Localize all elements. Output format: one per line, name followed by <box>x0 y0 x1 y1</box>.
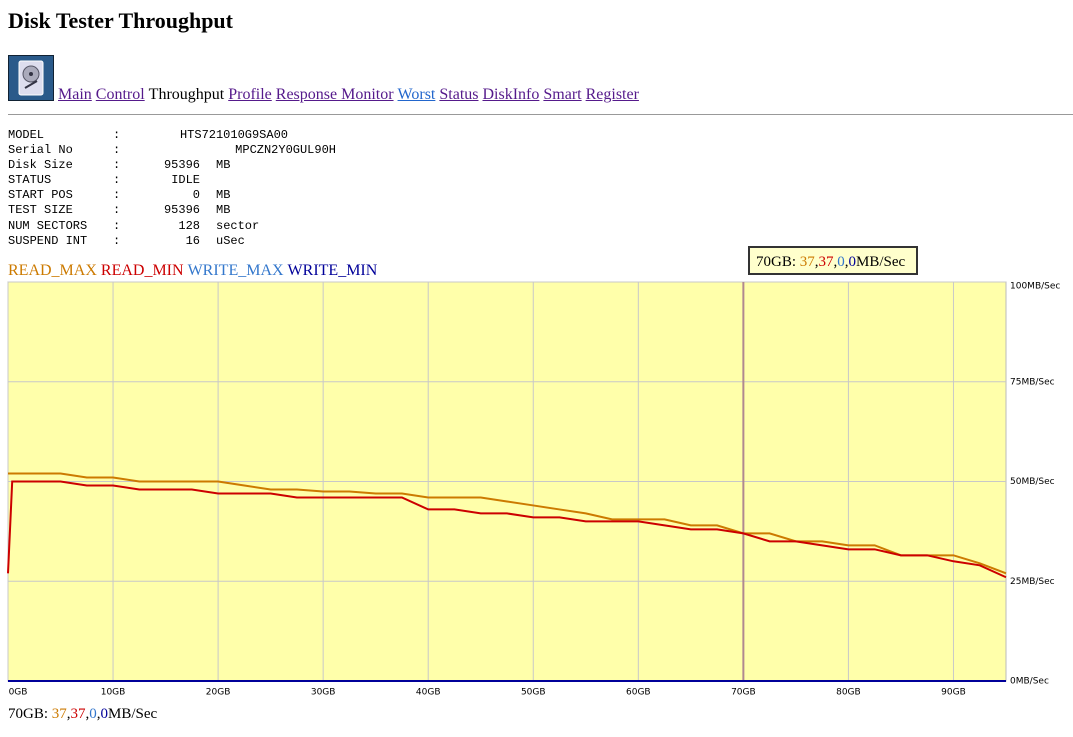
readout-separator: , <box>844 254 849 270</box>
info-separator: : <box>113 173 121 188</box>
nav-current: Throughput <box>148 86 225 103</box>
readout-separator: , <box>96 706 101 722</box>
x-tick-label: 30GB <box>311 688 336 698</box>
info-label: NUM SECTORS <box>8 218 88 233</box>
info-row: NUM SECTORS: 128 sector <box>8 219 408 234</box>
x-tick-label: 20GB <box>206 688 231 698</box>
page-title: Disk Tester Throughput <box>8 8 233 33</box>
x-tick-label: 90GB <box>941 688 966 698</box>
info-separator: : <box>113 158 121 173</box>
x-tick-label: 80GB <box>836 688 861 698</box>
info-value: 0 <box>192 188 200 203</box>
chart: 0MB/Sec 25MB/Sec 50MB/Sec 75MB/Sec 100MB/Sec… <box>7 281 1060 698</box>
readout-label: 70GB: <box>8 706 49 722</box>
info-value: IDLE <box>171 173 200 188</box>
info-label: Serial No <box>8 143 73 158</box>
readout: 70GB: 37,37,0,0MB/Sec <box>8 706 157 723</box>
info-value: MPCZN2Y0GUL90H <box>235 143 336 158</box>
nav-link[interactable]: Register <box>585 86 639 103</box>
readout-value: 37 <box>70 706 86 722</box>
info-separator: : <box>113 233 121 248</box>
nav-link[interactable]: Response Monitor <box>275 86 394 103</box>
readout-value: 0 <box>837 254 845 270</box>
nav-bar: Main Control Throughput Profile Response Mon… <box>58 86 643 104</box>
info-row: MODEL: HTS721010G9SA00 <box>8 128 408 143</box>
info-row: START POS: 0 MB <box>8 188 408 203</box>
readout-separator: , <box>66 706 71 722</box>
x-tick-label: 0GB <box>9 688 28 698</box>
series-line <box>7 480 1007 579</box>
y-tick-label: 50MB/Sec <box>1010 477 1055 487</box>
legend: READ_MAX READ_MIN WRITE_MAX WRITE_MIN <box>8 262 381 280</box>
nav-link[interactable]: Control <box>95 86 145 103</box>
info-row: Serial No: MPCZN2Y0GUL90H <box>8 143 408 158</box>
readout-value: 37 <box>51 706 67 722</box>
series-line <box>8 472 1007 575</box>
info-value: 16 <box>185 233 200 248</box>
x-tick-label: 50GB <box>521 688 546 698</box>
x-tick-label: 60GB <box>626 688 651 698</box>
nav-link[interactable]: DiskInfo <box>482 86 540 103</box>
nav-link[interactable]: Smart <box>543 86 582 103</box>
readout-value: 37 <box>818 254 834 270</box>
disk-info: MODEL: HTS721010G9SA00 Serial No: MPCZN2Y0G… <box>8 128 408 249</box>
info-value: 128 <box>178 218 200 233</box>
info-unit: MB <box>216 188 231 203</box>
readout-unit: MB/Sec <box>856 254 906 270</box>
nav-link[interactable]: Status <box>439 86 479 103</box>
y-tick-label: 100MB/Sec <box>1010 282 1060 292</box>
legend-entry: WRITE_MIN <box>287 262 378 279</box>
info-value: HTS721010G9SA00 <box>179 128 288 142</box>
x-tick-label: 10GB <box>101 688 126 698</box>
readout-separator: , <box>85 706 90 722</box>
readout-value: 0 <box>100 706 109 722</box>
y-tick-label: 0MB/Sec <box>1010 677 1049 687</box>
info-separator: : <box>113 203 121 218</box>
info-separator: : <box>113 143 121 158</box>
info-label: MODEL <box>8 128 45 142</box>
legend-entry: WRITE_MAX <box>187 262 284 279</box>
nav-link[interactable]: Worst <box>397 86 436 103</box>
nav-link[interactable]: Profile <box>228 86 272 103</box>
info-unit: uSec <box>216 233 245 248</box>
info-separator: : <box>113 218 121 233</box>
readout-value: 0 <box>89 706 97 722</box>
info-label: TEST SIZE <box>8 203 73 218</box>
readout-unit: MB/Sec <box>108 706 158 722</box>
readout-separator: , <box>814 254 819 270</box>
legend-entry: READ_MIN <box>100 262 184 279</box>
info-separator: : <box>113 188 121 203</box>
info-row: Disk Size: 95396 MB <box>8 158 408 173</box>
info-value: 95396 <box>163 203 200 218</box>
disk-icon <box>8 55 54 101</box>
nav-link[interactable]: Main <box>58 86 92 103</box>
info-unit: MB <box>216 158 231 173</box>
info-unit: MB <box>216 203 231 218</box>
info-separator: : <box>113 128 121 142</box>
y-tick-label: 75MB/Sec <box>1010 377 1055 387</box>
x-tick-label: 70GB <box>731 688 756 698</box>
x-tick-label: 40GB <box>416 688 441 698</box>
info-unit: sector <box>216 218 260 233</box>
readout-separator: , <box>833 254 838 270</box>
info-label: Disk Size <box>8 158 73 173</box>
info-label: SUSPEND INT <box>8 233 88 248</box>
info-label: START POS <box>8 188 73 203</box>
info-row: TEST SIZE: 95396 MB <box>8 203 408 218</box>
readout-value: 0 <box>848 254 857 270</box>
readout-value: 37 <box>799 254 815 270</box>
tooltip: 70GB: 37,37,0,0MB/Sec <box>748 246 918 275</box>
info-row: SUSPEND INT: 16 uSec <box>8 234 408 249</box>
y-tick-label: 25MB/Sec <box>1010 577 1055 587</box>
info-value: 95396 <box>163 158 200 173</box>
divider <box>8 114 1073 115</box>
readout-label: 70GB: <box>756 254 797 270</box>
info-label: STATUS <box>8 173 52 188</box>
legend-entry: READ_MAX <box>8 262 97 279</box>
info-row: STATUS: IDLE <box>8 173 408 188</box>
